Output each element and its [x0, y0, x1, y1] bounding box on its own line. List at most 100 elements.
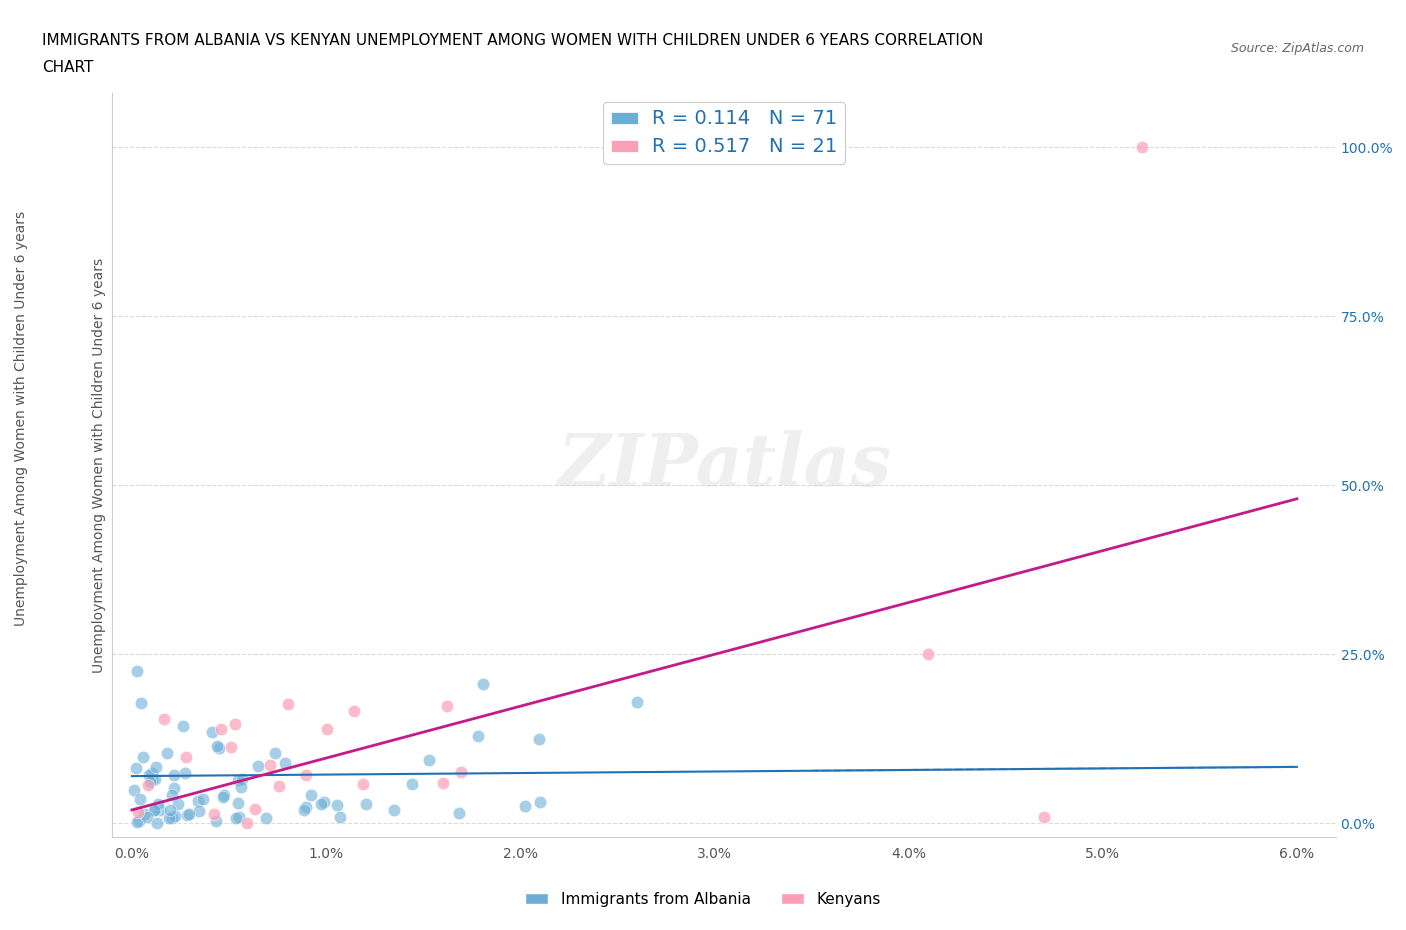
Point: [274, 756, 297, 771]
Point: [142, 803, 165, 817]
Point: [1033, 809, 1056, 824]
Point: [295, 767, 318, 782]
Point: [447, 805, 470, 820]
Point: [131, 750, 153, 764]
Text: ZIPatlas: ZIPatlas: [557, 430, 891, 500]
Point: [174, 750, 197, 764]
Point: [157, 811, 180, 826]
Point: [212, 790, 235, 804]
Point: [136, 777, 159, 792]
Point: [127, 664, 149, 679]
Point: [138, 767, 160, 782]
Point: [129, 696, 152, 711]
Point: [299, 788, 322, 803]
Point: [200, 724, 222, 739]
Point: [329, 810, 352, 825]
Point: [513, 799, 536, 814]
Point: [382, 802, 405, 817]
Point: [450, 765, 472, 780]
Point: [205, 814, 228, 829]
Point: [236, 816, 259, 830]
Point: [212, 788, 235, 803]
Point: [231, 772, 253, 787]
Point: [277, 697, 299, 711]
Point: [136, 810, 159, 825]
Point: [143, 803, 166, 817]
Point: [314, 794, 336, 809]
Point: [436, 698, 458, 713]
Point: [149, 803, 172, 817]
Point: [159, 802, 181, 817]
Point: [179, 806, 201, 821]
Point: [132, 807, 155, 822]
Point: [141, 765, 163, 780]
Point: [191, 791, 214, 806]
Point: [529, 794, 551, 809]
Point: [165, 808, 187, 823]
Point: [187, 793, 209, 808]
Point: [225, 810, 247, 825]
Point: [163, 767, 186, 782]
Point: [224, 717, 246, 732]
Point: [160, 811, 183, 826]
Point: [146, 816, 169, 830]
Point: [202, 806, 225, 821]
Point: [163, 781, 186, 796]
Point: [141, 772, 163, 787]
Point: [172, 718, 194, 733]
Point: [267, 778, 290, 793]
Point: [207, 740, 229, 755]
Point: [145, 771, 167, 786]
Text: Unemployment Among Women with Children Under 6 years: Unemployment Among Women with Children U…: [14, 211, 28, 626]
Point: [316, 722, 339, 737]
Point: [176, 807, 198, 822]
Point: [1130, 140, 1153, 154]
Point: [156, 746, 179, 761]
Point: [245, 802, 267, 817]
Point: [228, 810, 250, 825]
Point: [354, 796, 377, 811]
Point: [127, 804, 149, 819]
Point: [418, 752, 440, 767]
Legend: R = 0.114   N = 71, R = 0.517   N = 21: R = 0.114 N = 71, R = 0.517 N = 21: [603, 102, 845, 164]
Legend: Immigrants from Albania, Kenyans: Immigrants from Albania, Kenyans: [519, 886, 887, 913]
Point: [174, 765, 197, 780]
Point: [146, 797, 169, 812]
Point: [432, 776, 454, 790]
Point: [152, 711, 174, 726]
Point: [342, 704, 364, 719]
Point: [226, 795, 249, 810]
Text: IMMIGRANTS FROM ALBANIA VS KENYAN UNEMPLOYMENT AMONG WOMEN WITH CHILDREN UNDER 6: IMMIGRANTS FROM ALBANIA VS KENYAN UNEMPL…: [42, 33, 983, 47]
Point: [145, 760, 167, 775]
Y-axis label: Unemployment Among Women with Children Under 6 years: Unemployment Among Women with Children U…: [91, 258, 105, 672]
Point: [188, 804, 211, 818]
Point: [917, 646, 939, 661]
Point: [229, 779, 252, 794]
Point: [226, 773, 249, 788]
Point: [127, 815, 149, 830]
Point: [401, 777, 423, 791]
Point: [211, 722, 233, 737]
Point: [160, 788, 183, 803]
Point: [294, 800, 316, 815]
Point: [207, 739, 229, 754]
Point: [309, 797, 332, 812]
Point: [128, 814, 150, 829]
Text: Source: ZipAtlas.com: Source: ZipAtlas.com: [1230, 42, 1364, 55]
Point: [259, 757, 281, 772]
Point: [128, 791, 150, 806]
Point: [124, 783, 146, 798]
Point: [247, 759, 270, 774]
Point: [326, 798, 349, 813]
Point: [626, 695, 648, 710]
Point: [254, 811, 277, 826]
Point: [264, 746, 287, 761]
Point: [219, 739, 242, 754]
Point: [292, 803, 315, 817]
Point: [471, 677, 494, 692]
Text: CHART: CHART: [42, 60, 94, 75]
Point: [138, 775, 160, 790]
Point: [527, 731, 550, 746]
Point: [352, 777, 374, 791]
Point: [125, 760, 148, 775]
